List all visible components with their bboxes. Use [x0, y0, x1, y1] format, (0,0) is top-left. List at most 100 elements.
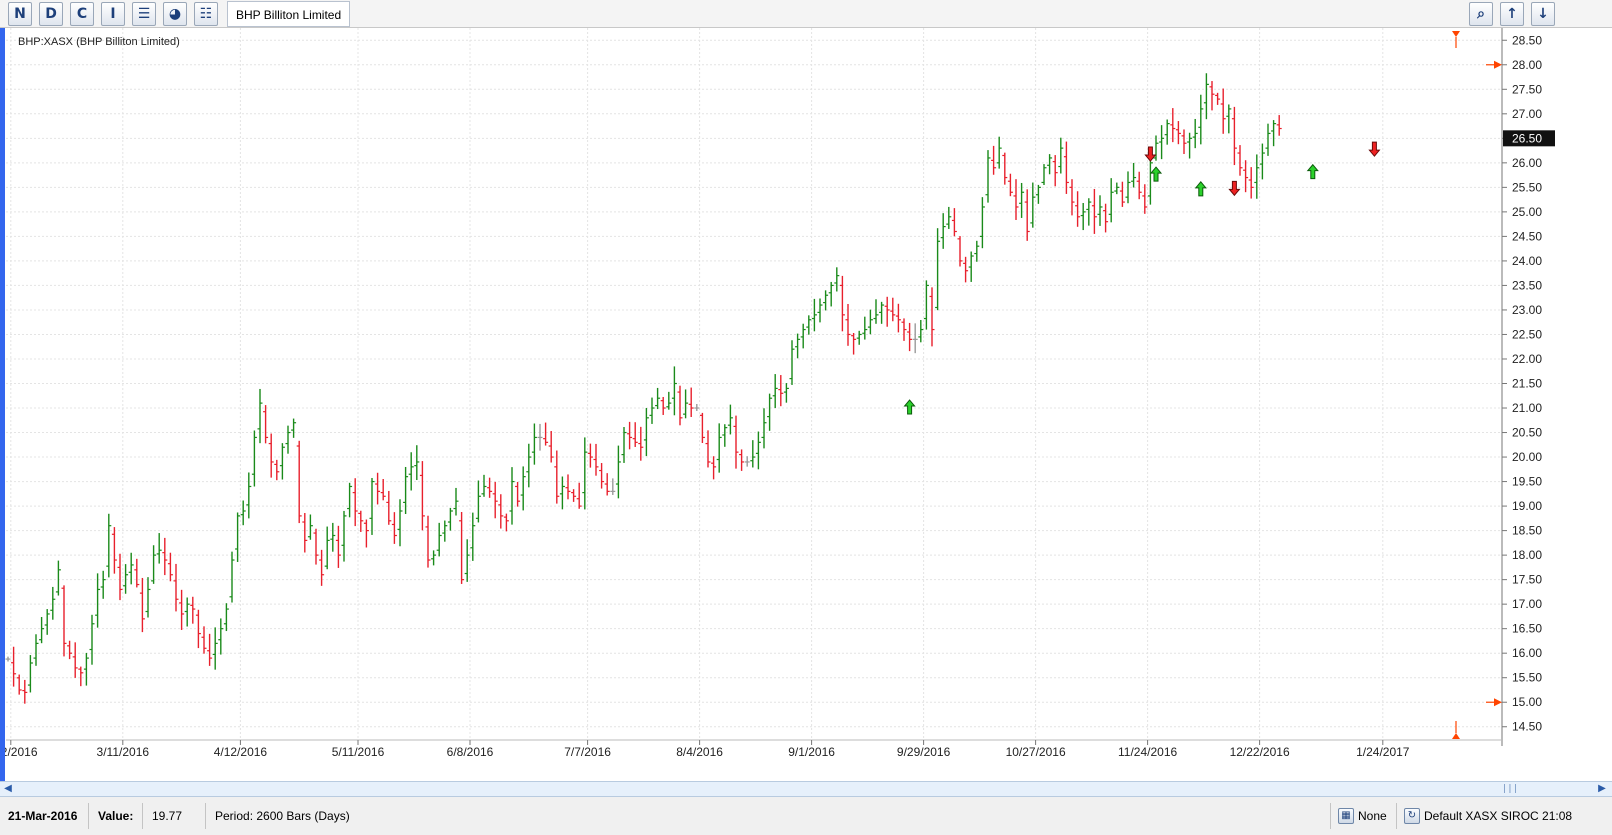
- ohlc-bar[interactable]: [632, 422, 638, 447]
- ohlc-bar[interactable]: [940, 213, 946, 249]
- ohlc-bar[interactable]: [806, 315, 812, 335]
- ohlc-bar[interactable]: [453, 487, 459, 516]
- ohlc-bar[interactable]: [313, 528, 319, 565]
- ohlc-bar[interactable]: [1276, 115, 1282, 136]
- ohlc-bar[interactable]: [515, 481, 521, 507]
- ohlc-bar[interactable]: [1198, 94, 1204, 145]
- ohlc-bar[interactable]: [867, 309, 873, 335]
- ohlc-bar[interactable]: [263, 405, 269, 444]
- ohlc-bar[interactable]: [268, 433, 274, 478]
- ohlc-bar[interactable]: [750, 440, 756, 468]
- ohlc-bar[interactable]: [772, 374, 778, 409]
- ohlc-bar[interactable]: [1002, 152, 1008, 185]
- ohlc-bar[interactable]: [1013, 179, 1019, 220]
- ohlc-bar[interactable]: [1097, 195, 1103, 226]
- ohlc-bar[interactable]: [828, 281, 834, 307]
- ohlc-bar[interactable]: [246, 472, 252, 519]
- ohlc-bar[interactable]: [39, 617, 45, 644]
- ohlc-bar[interactable]: [347, 482, 353, 518]
- ohlc-bar[interactable]: [537, 423, 543, 451]
- tab-bhp-billiton[interactable]: BHP Billiton Limited: [227, 1, 351, 27]
- ohlc-bar[interactable]: [856, 330, 862, 345]
- ohlc-bar[interactable]: [72, 642, 78, 678]
- ohlc-bar[interactable]: [223, 603, 229, 632]
- ohlc-bar[interactable]: [1164, 119, 1170, 145]
- ohlc-bar[interactable]: [447, 507, 453, 531]
- ohlc-bar[interactable]: [481, 474, 487, 497]
- ohlc-bar[interactable]: [235, 512, 241, 562]
- ohlc-bar[interactable]: [464, 539, 470, 582]
- ohlc-bar[interactable]: [901, 318, 907, 341]
- ohlc-bar[interactable]: [783, 383, 789, 403]
- ohlc-bar[interactable]: [1231, 106, 1237, 166]
- ohlc-bar[interactable]: [1091, 188, 1097, 234]
- ohlc-bar[interactable]: [145, 577, 151, 618]
- ohlc-bar[interactable]: [1052, 155, 1058, 187]
- ohlc-bar[interactable]: [823, 290, 829, 311]
- ohlc-bar[interactable]: [1209, 81, 1215, 111]
- ohlc-bar[interactable]: [459, 511, 465, 584]
- ohlc-bar[interactable]: [106, 513, 112, 578]
- globe-button[interactable]: ◕: [163, 2, 187, 26]
- ohlc-bar[interactable]: [912, 323, 918, 354]
- ohlc-bar[interactable]: [811, 298, 817, 332]
- status-overlay[interactable]: None: [1358, 809, 1387, 823]
- ohlc-bar[interactable]: [520, 466, 526, 511]
- template-icon[interactable]: ↻: [1404, 808, 1420, 824]
- ohlc-bar[interactable]: [1069, 179, 1075, 216]
- ohlc-bar[interactable]: [1131, 162, 1137, 188]
- ohlc-bar[interactable]: [16, 674, 22, 695]
- ohlc-bar[interactable]: [419, 461, 425, 531]
- ohlc-bar[interactable]: [604, 473, 610, 496]
- zoom-button[interactable]: ⌕: [1469, 2, 1493, 26]
- daily-period-button[interactable]: D: [39, 2, 63, 26]
- ohlc-bar[interactable]: [330, 522, 336, 552]
- ohlc-bar[interactable]: [207, 633, 213, 666]
- ohlc-bar[interactable]: [1142, 184, 1148, 214]
- ohlc-bar[interactable]: [22, 679, 28, 704]
- ohlc-bar[interactable]: [44, 609, 50, 635]
- ohlc-bar[interactable]: [1119, 181, 1125, 207]
- ohlc-bar[interactable]: [11, 646, 17, 687]
- ohlc-bar[interactable]: [1170, 108, 1176, 143]
- ohlc-bar[interactable]: [134, 558, 140, 588]
- ohlc-bar[interactable]: [851, 332, 857, 355]
- ohlc-bar[interactable]: [386, 490, 392, 525]
- ohlc-bar[interactable]: [195, 609, 201, 649]
- ohlc-bar[interactable]: [33, 634, 39, 666]
- ohlc-bar[interactable]: [817, 298, 823, 323]
- ohlc-bar[interactable]: [778, 375, 784, 407]
- ohlc-bar[interactable]: [599, 463, 605, 489]
- ohlc-bar[interactable]: [1220, 88, 1226, 134]
- ohlc-bar[interactable]: [968, 251, 974, 282]
- ohlc-bar[interactable]: [1030, 182, 1036, 228]
- ohlc-bar[interactable]: [979, 197, 985, 249]
- ohlc-bar[interactable]: [167, 552, 173, 582]
- ohlc-bar[interactable]: [240, 500, 246, 526]
- ohlc-bar[interactable]: [414, 445, 420, 481]
- ohlc-bar[interactable]: [1086, 198, 1092, 226]
- ohlc-bar[interactable]: [1125, 171, 1131, 204]
- ohlc-bar[interactable]: [677, 385, 683, 426]
- ohlc-bar[interactable]: [492, 481, 498, 519]
- ohlc-bar[interactable]: [1243, 160, 1249, 193]
- ohlc-bar[interactable]: [800, 323, 806, 349]
- ohlc-bar[interactable]: [503, 513, 509, 532]
- ohlc-bar[interactable]: [341, 510, 347, 562]
- ohlc-bar[interactable]: [1103, 203, 1109, 233]
- ohlc-bar[interactable]: [649, 397, 655, 424]
- ohlc-bar[interactable]: [425, 515, 431, 568]
- ohlc-bar[interactable]: [722, 424, 728, 447]
- ohlc-bar[interactable]: [83, 652, 89, 686]
- ohlc-bar[interactable]: [363, 519, 369, 548]
- ohlc-bar[interactable]: [683, 389, 689, 419]
- ohlc-bar[interactable]: [50, 586, 56, 620]
- scroll-thumb-grip[interactable]: |||: [1501, 784, 1519, 794]
- ohlc-bar[interactable]: [1159, 125, 1165, 160]
- overlay-icon[interactable]: ▦: [1338, 808, 1354, 824]
- ohlc-bar[interactable]: [879, 301, 885, 324]
- ohlc-bar[interactable]: [627, 421, 633, 450]
- ohlc-bar[interactable]: [559, 476, 565, 510]
- ohlc-bar[interactable]: [1108, 178, 1114, 223]
- ohlc-bar[interactable]: [470, 512, 476, 561]
